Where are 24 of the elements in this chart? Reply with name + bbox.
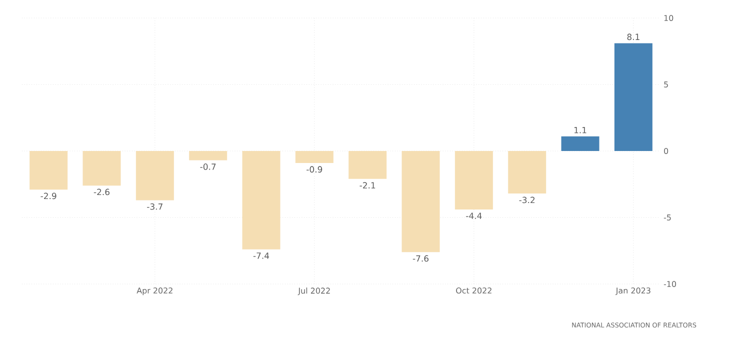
- bar: [189, 151, 228, 160]
- bar: [614, 43, 652, 151]
- data-label: 8.1: [627, 34, 640, 40]
- bar: [454, 151, 493, 210]
- data-label: -3.2: [519, 196, 535, 204]
- bar: [82, 151, 121, 186]
- bar: [402, 151, 440, 252]
- data-label: -2.9: [40, 192, 56, 200]
- data-label: -2.6: [94, 188, 110, 196]
- data-label: -7.6: [412, 255, 428, 262]
- data-label: -0.9: [306, 166, 322, 173]
- data-label: 1.1: [574, 127, 586, 134]
- bar: [30, 151, 68, 190]
- bar: [295, 151, 334, 163]
- data-label: -7.4: [253, 252, 270, 259]
- data-label: -0.7: [200, 164, 216, 170]
- bar: [136, 151, 174, 200]
- bar: [561, 136, 600, 151]
- data-label: -2.1: [360, 182, 376, 188]
- data-label: -4.4: [466, 212, 482, 219]
- data-label: -3.7: [147, 203, 162, 210]
- bar: [348, 151, 387, 179]
- bar: [508, 151, 546, 194]
- bar: [242, 151, 280, 250]
